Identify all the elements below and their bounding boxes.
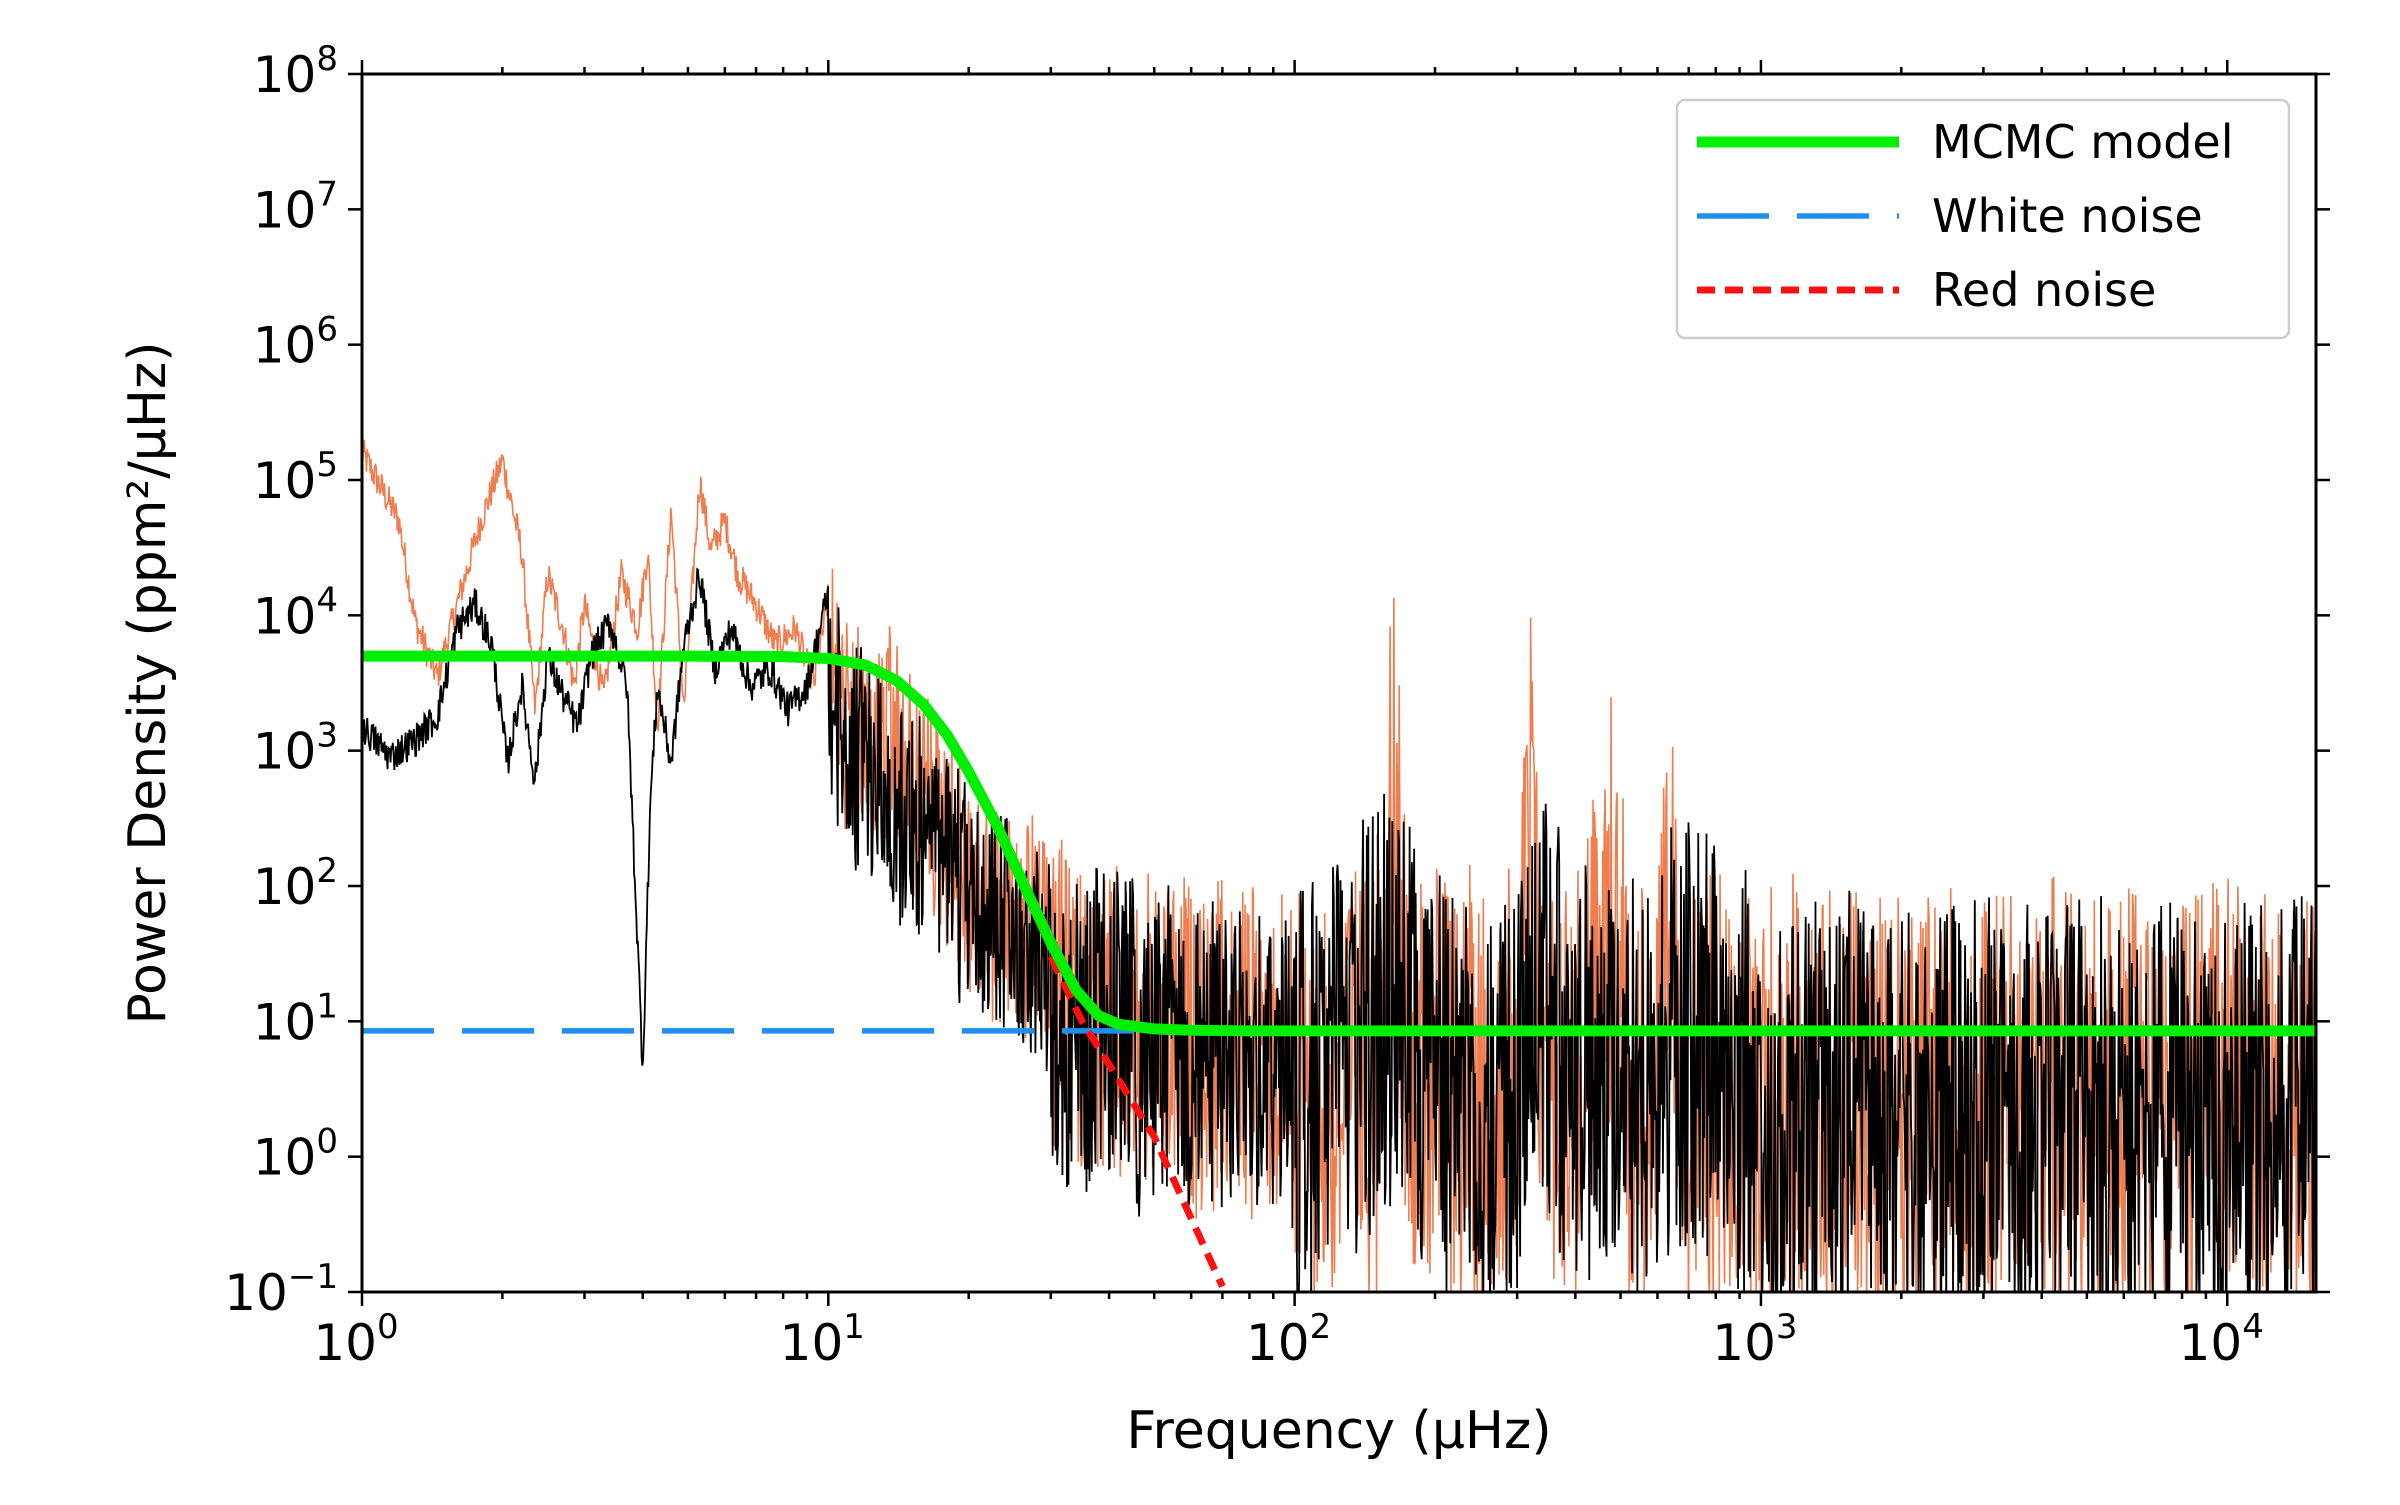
y-axis-label: Power Density (ppm²/μHz): [118, 341, 178, 1024]
x-tick-label: 102: [1246, 1307, 1331, 1372]
legend-label: MCMC model: [1932, 115, 2233, 169]
x-tick-label: 101: [780, 1307, 865, 1372]
y-tick-label: 10−1: [224, 1257, 338, 1322]
x-axis-label: Frequency (μHz): [1126, 1401, 1551, 1461]
series-layer: [362, 650, 2316, 1288]
x-tick-label: 100: [313, 1307, 398, 1372]
series-path: [362, 567, 2316, 1292]
series-smoothed-spectrum: [362, 567, 2316, 1292]
plot-area-frame: [360, 72, 2318, 1294]
y-tick-label: 104: [253, 580, 338, 645]
y-tick-label: 106: [253, 310, 338, 375]
legend-label: White noise: [1932, 189, 2203, 243]
series-mcmc-model: [362, 650, 2316, 1037]
legend-label: Red noise: [1932, 263, 2156, 317]
x-tick-label: 103: [1712, 1307, 1797, 1372]
y-tick-label: 105: [253, 445, 338, 510]
y-tick-label: 103: [253, 716, 338, 781]
ticks-layer: 100 101 102 103 10410−1100101102103104105106…: [224, 39, 2330, 1372]
series-red-noise: [1047, 955, 1226, 1288]
legend-box: [1675, 98, 2291, 340]
legend: MCMC model White noise Red noise: [1675, 98, 2291, 340]
x-tick-label: 104: [2179, 1307, 2264, 1372]
y-tick-label: 107: [253, 174, 338, 239]
y-tick-label: 101: [253, 986, 338, 1051]
y-tick-label: 100: [253, 1122, 338, 1187]
y-tick-label: 108: [253, 39, 338, 104]
y-tick-label: 102: [253, 851, 338, 916]
